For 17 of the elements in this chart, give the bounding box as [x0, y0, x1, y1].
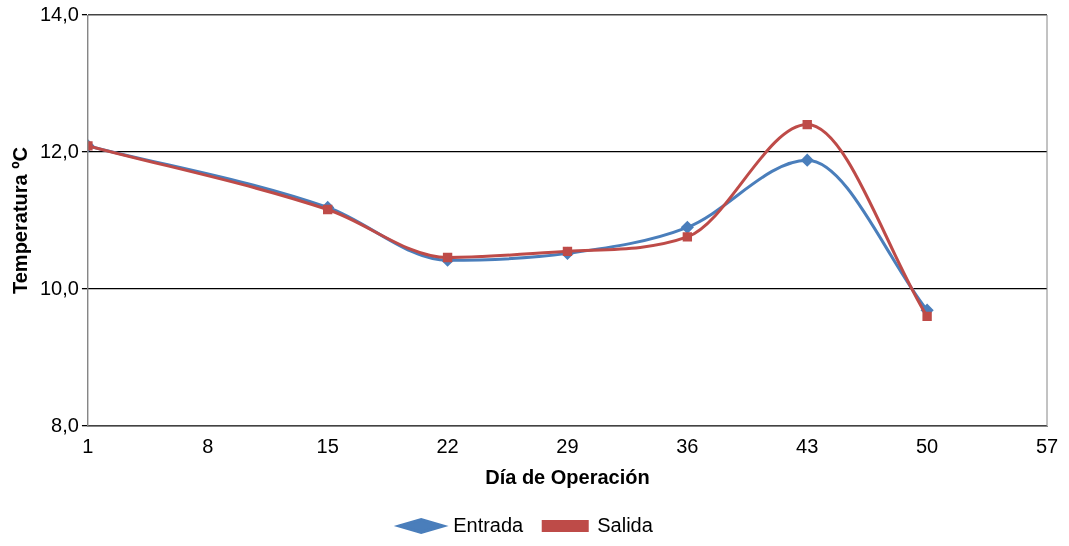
y-tick-label: 14,0 — [39, 2, 79, 25]
legend-label: Salida — [597, 513, 654, 536]
x-tick-label: 1 — [82, 434, 94, 457]
x-tick-label: 8 — [202, 434, 214, 457]
y-tick-label: 12,0 — [39, 139, 79, 162]
x-tick-label: 50 — [915, 434, 939, 457]
x-tick-label: 22 — [436, 434, 459, 457]
x-tick-label: 36 — [676, 434, 699, 457]
x-tick-label: 43 — [796, 434, 819, 457]
x-tick-label: 57 — [1035, 434, 1059, 457]
y-tick-label: 10,0 — [39, 276, 79, 299]
y-tick-label: 8,0 — [51, 413, 79, 436]
x-tick-label: 15 — [316, 434, 339, 457]
y-axis-title: Temperatura ºC — [8, 147, 31, 294]
x-tick-label: 29 — [556, 434, 579, 457]
legend-label: Entrada — [453, 513, 525, 536]
x-axis-title: Día de Operación — [485, 465, 650, 488]
